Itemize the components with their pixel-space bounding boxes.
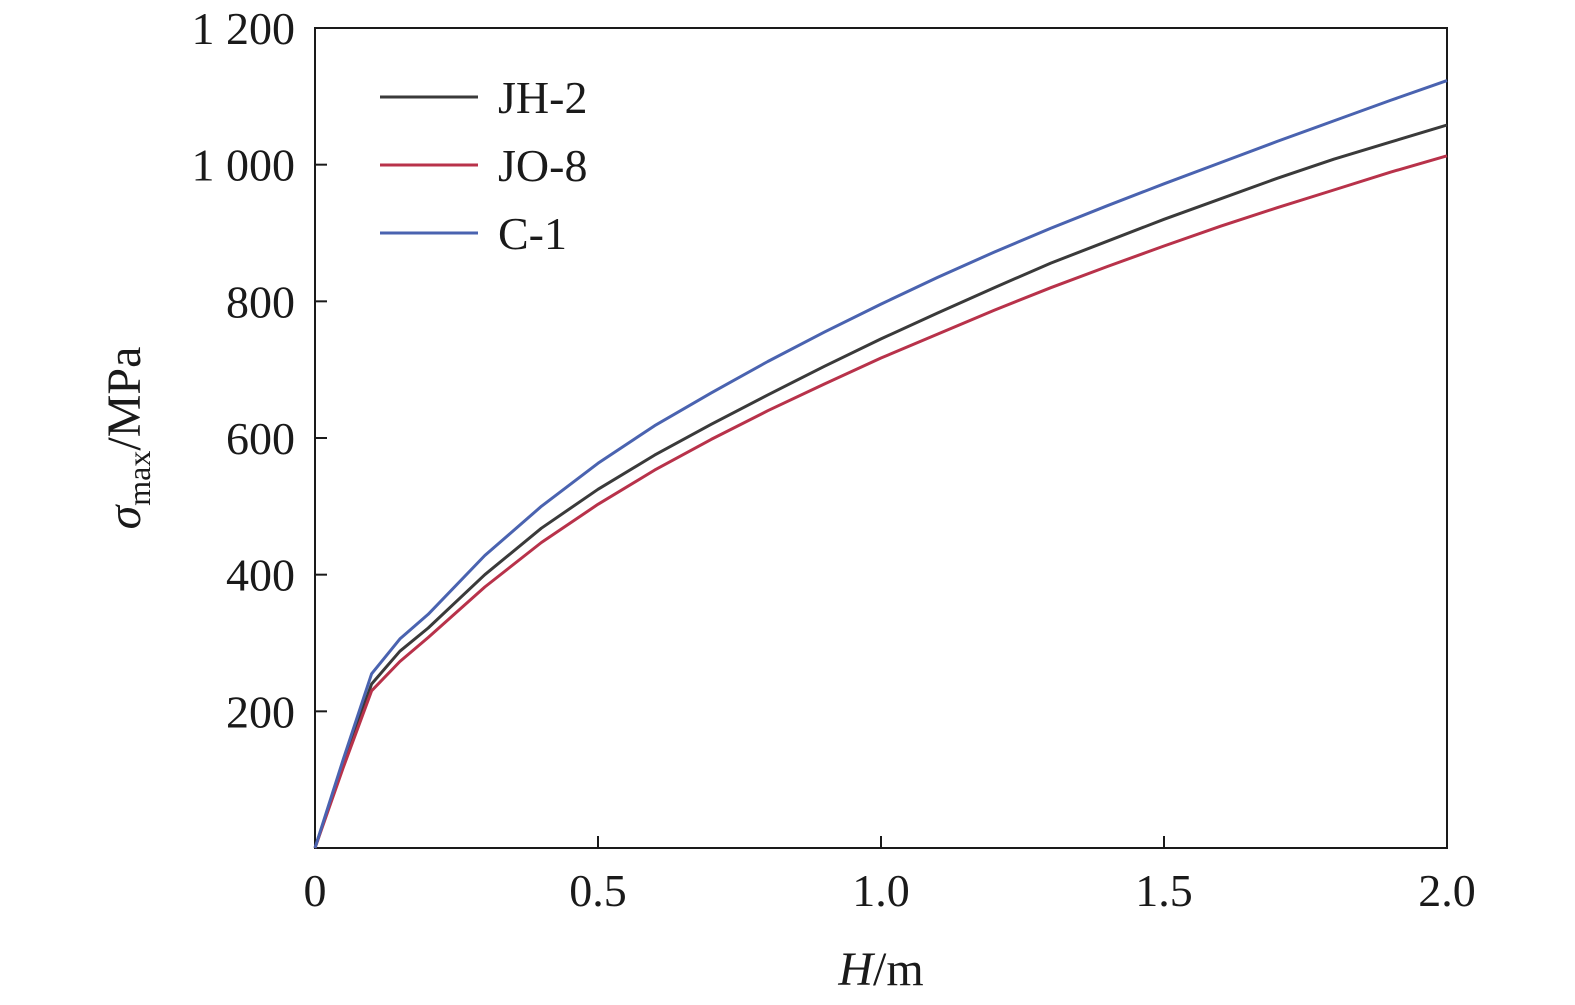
legend-label-c-1: C-1 [498, 208, 567, 259]
y-tick-label: 600 [226, 413, 295, 464]
series-line-jo-8 [313, 154, 1448, 849]
x-tick-label: 0.5 [569, 865, 627, 916]
ticks: 0 0.5 1.0 1.5 2.0 200 400 600 800 1 000 1 200 [192, 3, 1476, 916]
series-line-c-1 [313, 79, 1448, 849]
plot-frame [314, 27, 1448, 849]
x-tick-label: 0 [304, 865, 327, 916]
y-tick-label: 200 [226, 686, 295, 737]
y-axis-label: σmax/MPa [98, 347, 157, 530]
legend-label-jh-2: JH-2 [498, 72, 587, 123]
legend: JH-2 JO-8 C-1 [380, 72, 587, 259]
series-line-jh-2 [313, 123, 1448, 849]
y-tick-label: 400 [226, 550, 295, 601]
y-tick-label: 1 200 [192, 3, 296, 54]
legend-label-jo-8: JO-8 [498, 140, 587, 191]
x-axis-label: H/m [837, 943, 923, 996]
series-lines [313, 79, 1448, 849]
y-tick-label: 1 000 [192, 140, 296, 191]
y-tick-label: 800 [226, 276, 295, 327]
x-tick-label: 1.5 [1135, 865, 1193, 916]
x-tick-label: 1.0 [852, 865, 910, 916]
x-tick-label: 2.0 [1418, 865, 1476, 916]
